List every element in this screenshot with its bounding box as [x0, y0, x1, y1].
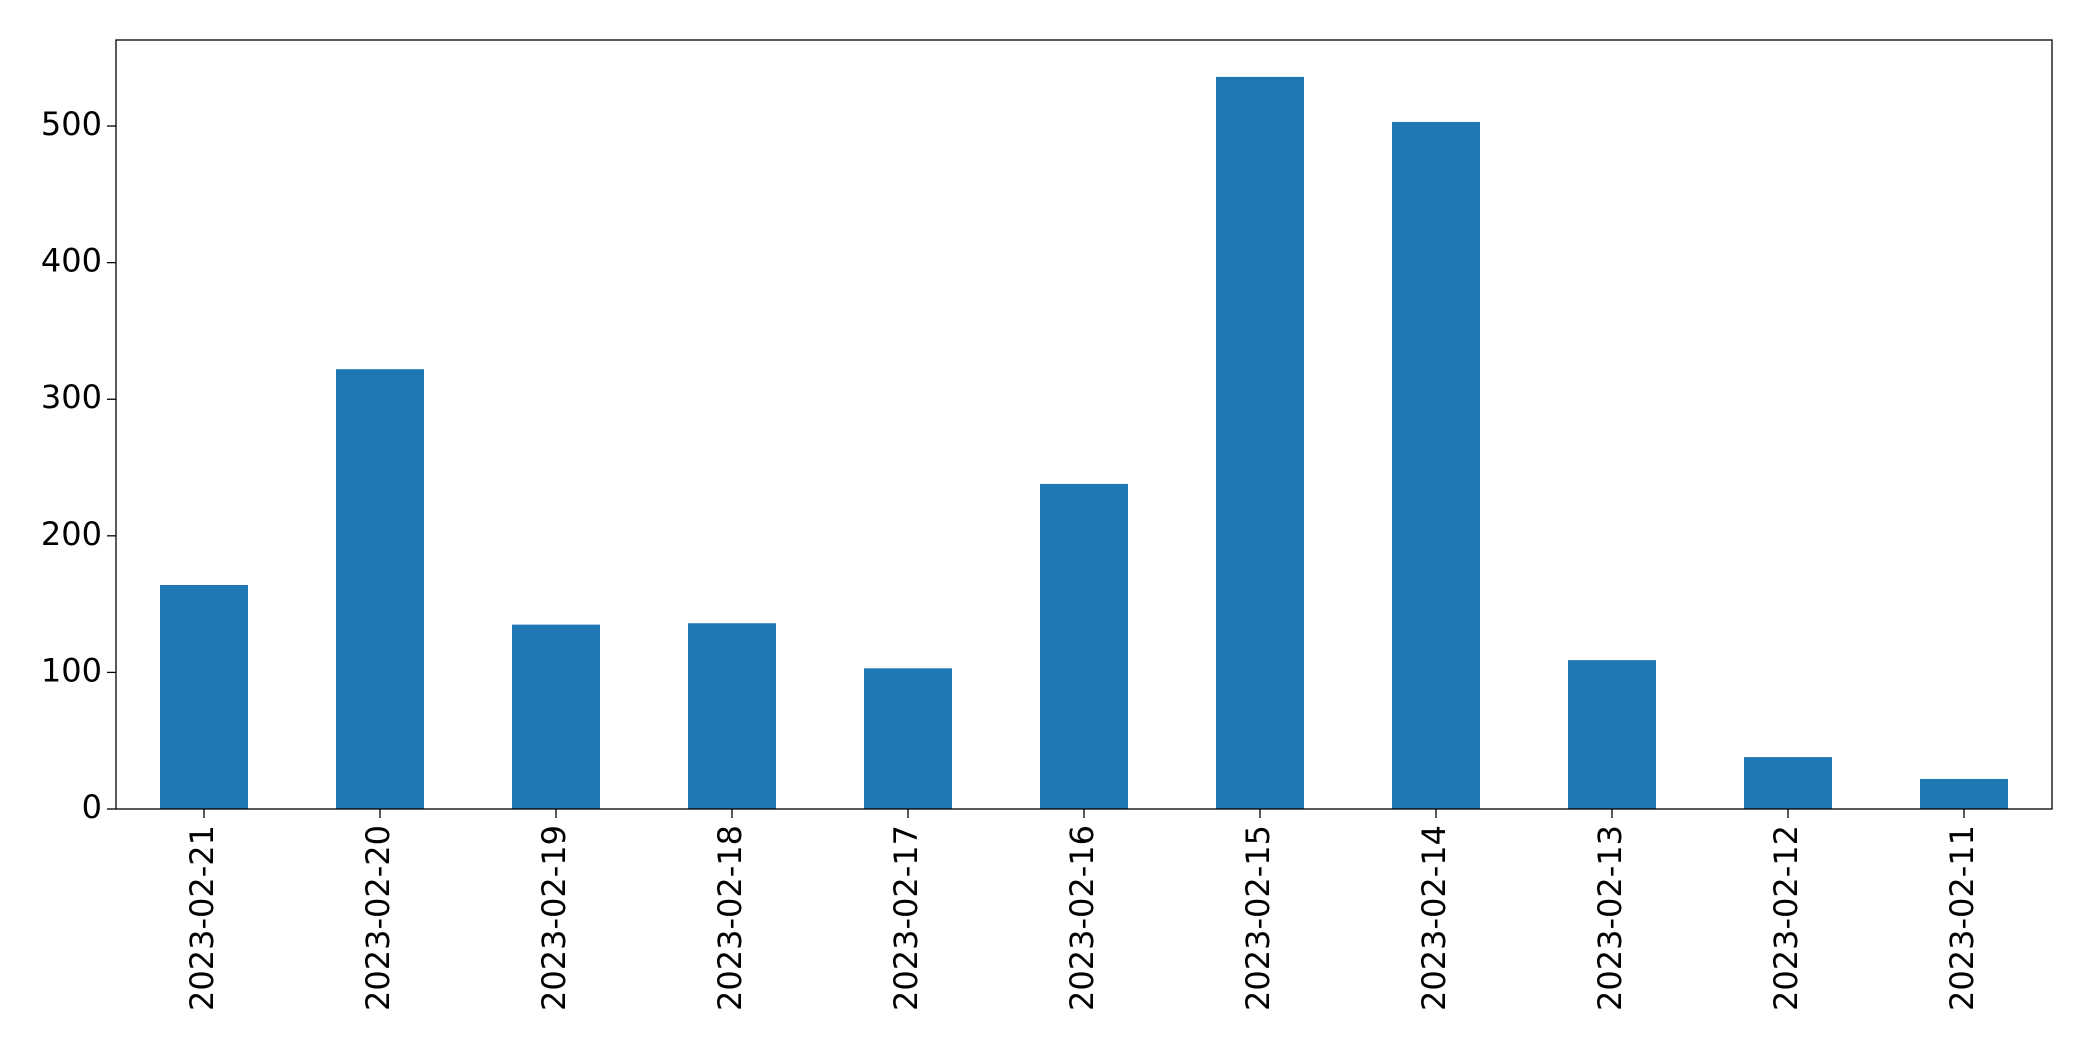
x-tick-label: 2023-02-11: [1943, 825, 1981, 1011]
x-tick-label: 2023-02-15: [1239, 825, 1277, 1011]
bar: [160, 584, 248, 809]
y-tick-label: 0: [82, 788, 102, 826]
bar: [1216, 76, 1304, 810]
x-tick-label: 2023-02-13: [1591, 825, 1629, 1011]
y-tick-label: 400: [41, 242, 102, 280]
bar: [336, 369, 424, 809]
bar: [1568, 660, 1656, 809]
x-tick-label: 2023-02-17: [887, 825, 925, 1011]
y-tick-label: 100: [41, 651, 102, 689]
bar: [1744, 757, 1832, 809]
x-tick-label: 2023-02-19: [535, 825, 573, 1011]
x-tick-label: 2023-02-18: [711, 825, 749, 1011]
bar: [1392, 121, 1480, 810]
bar: [512, 624, 600, 809]
bar: [1920, 778, 2008, 809]
x-tick-label: 2023-02-21: [183, 825, 221, 1011]
bar: [1040, 483, 1128, 809]
bar: [864, 668, 952, 809]
x-tick-label: 2023-02-20: [359, 825, 397, 1011]
x-tick-label: 2023-02-12: [1767, 825, 1805, 1011]
plot-frame: [115, 39, 2053, 810]
y-tick-label: 300: [41, 378, 102, 416]
bar: [688, 623, 776, 809]
x-tick-label: 2023-02-14: [1415, 825, 1453, 1011]
y-tick-label: 500: [41, 105, 102, 143]
y-tick-label: 200: [41, 515, 102, 553]
x-tick-label: 2023-02-16: [1063, 825, 1101, 1011]
